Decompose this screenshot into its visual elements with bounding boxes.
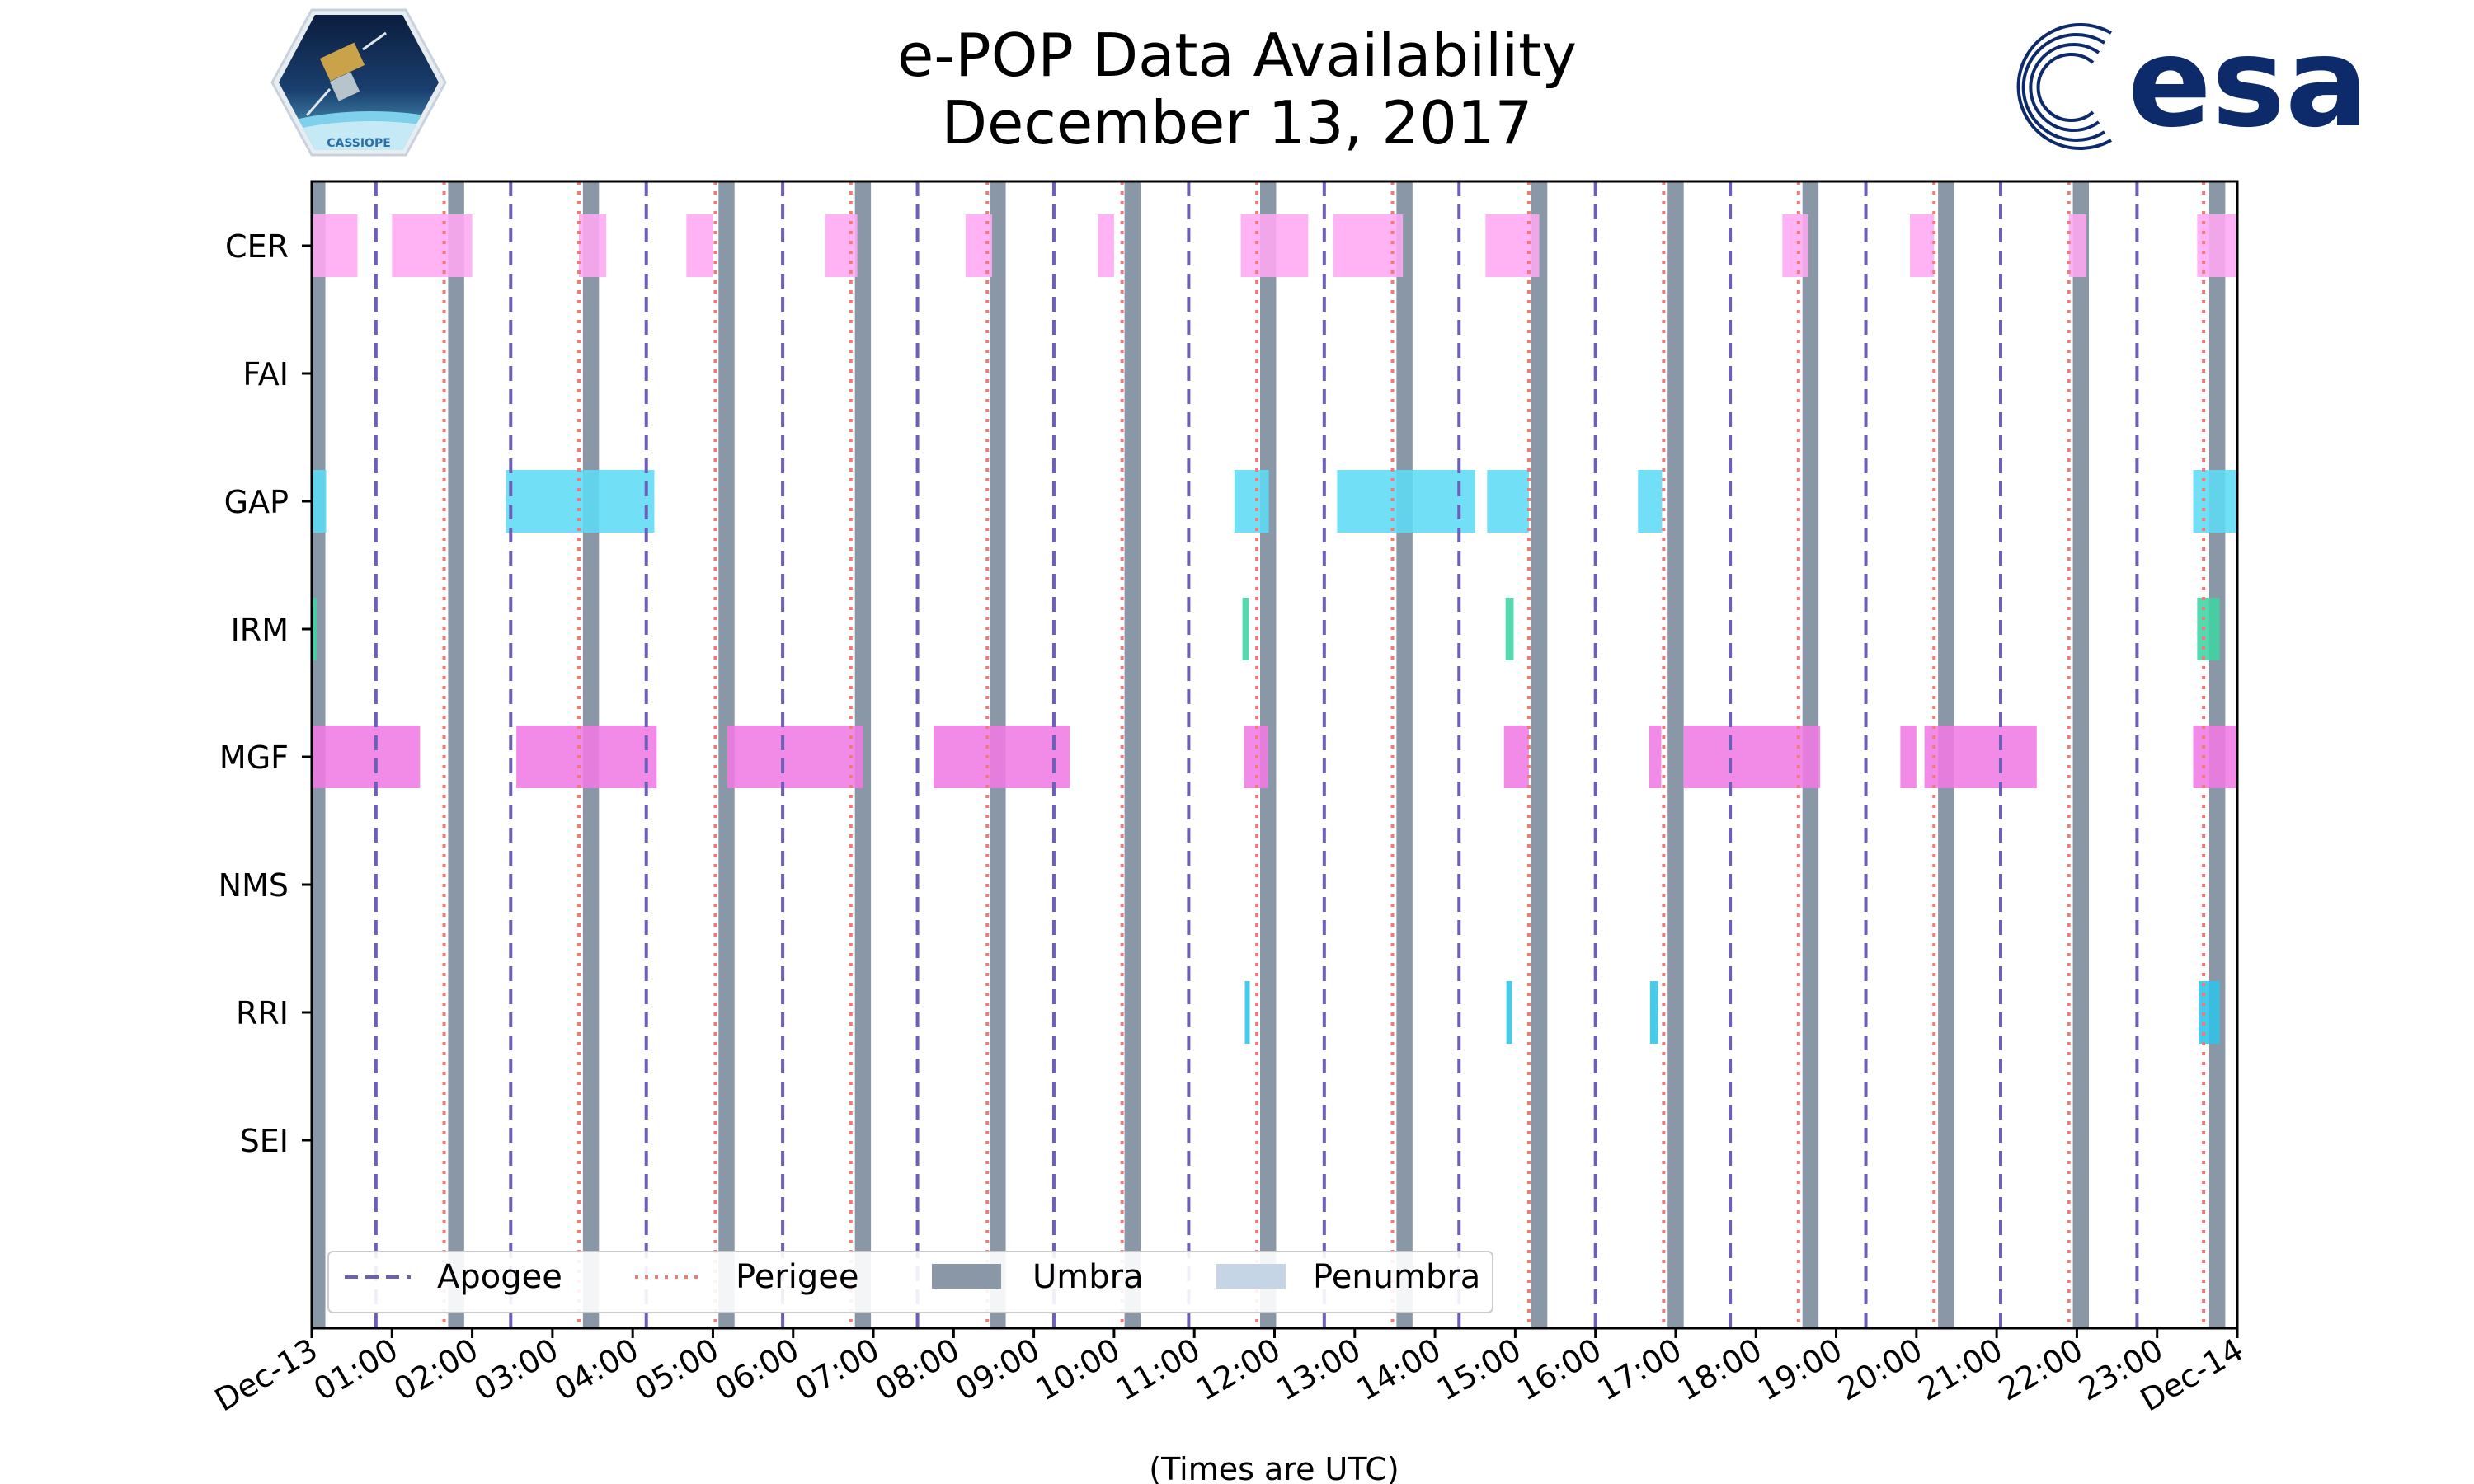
cer-bar-13 [2197,214,2237,277]
cer-bar-11 [1910,214,1935,277]
cer-bar-12 [2068,214,2087,277]
umbra-band-1 [448,181,464,1328]
chart-title: e-POP Data Availability [897,21,1577,90]
x-tick-label-5: 05:00 [628,1331,725,1408]
cer-bar-9 [1485,214,1540,277]
x-tick-label-20: 20:00 [1832,1331,1928,1408]
x-tick-label-18: 18:00 [1672,1331,1768,1408]
umbra-band-7 [1259,181,1277,1328]
y-tick-label-rri: RRI [236,995,289,1031]
rri-bar-0 [1244,981,1250,1044]
y-tick-label-cer: CER [225,228,289,265]
umbra-band-3 [718,181,735,1328]
irm-bar-0 [312,598,317,660]
x-tick-label-9: 09:00 [949,1331,1046,1408]
chart-subtitle: December 13, 2017 [942,88,1533,157]
umbra-band-6 [1124,181,1141,1328]
y-tick-label-fai: FAI [242,356,289,392]
y-tick-label-sei: SEI [240,1123,289,1159]
cer-bar-8 [1333,214,1404,277]
cer-bar-0 [312,214,358,277]
x-tick-label-2: 02:00 [388,1331,484,1408]
y-tick-label-nms: NMS [219,867,289,904]
irm-bar-3 [2197,598,2220,660]
x-tick-label-14: 14:00 [1351,1331,1447,1408]
mgf-bar-5 [1503,726,1529,788]
x-tick-label-6: 06:00 [708,1331,805,1408]
gap-bar-6 [2193,470,2237,533]
gap-bar-2 [1234,470,1269,533]
cer-bar-1 [392,214,473,277]
x-tick-label-13: 13:00 [1270,1331,1366,1408]
rri-bar-1 [1506,981,1512,1044]
gap-bar-4 [1487,470,1529,533]
irm-bar-1 [1242,598,1249,660]
x-tick-label-12: 12:00 [1190,1331,1286,1408]
x-tick-label-4: 04:00 [548,1331,645,1408]
x-tick-label-0: Dec-13 [209,1331,323,1419]
umbra-band-8 [1396,181,1413,1328]
cer-bar-4 [825,214,858,277]
legend-box [327,1251,1493,1313]
mgf-bar-1 [516,726,657,788]
cer-bar-7 [1240,214,1309,277]
x-axis: Dec-1301:0002:0003:0004:0005:0006:0007:0… [209,1328,2250,1419]
legend-penumbra-swatch [1216,1264,1286,1289]
x-tick-label-3: 03:00 [468,1331,565,1408]
x-tick-label-11: 11:00 [1110,1331,1206,1408]
mgf-bar-9 [1924,726,2037,788]
irm-bar-2 [1505,598,1514,660]
x-tick-label-19: 19:00 [1752,1331,1848,1408]
mgf-bar-8 [1900,726,1917,788]
y-tick-label-mgf: MGF [219,740,289,776]
x-axis-label: (Times are UTC) [1149,1451,1399,1484]
legend-umbra-swatch [932,1264,1001,1289]
cassiope-satellite-logo: CASSIOPE [270,8,447,157]
esa-logo-text: esa [2128,12,2368,155]
mgf-bar-2 [727,726,863,788]
cer-bar-5 [965,214,993,277]
legend-perigee-label: Perigee [736,1258,858,1296]
x-tick-label-15: 15:00 [1431,1331,1527,1408]
legend-umbra-label: Umbra [1032,1258,1144,1296]
mgf-bar-6 [1649,726,1662,788]
cer-bar-3 [686,214,713,277]
umbra-band-10 [1667,181,1684,1328]
rri-bar-2 [1649,981,1658,1044]
legend-apogee-label: Apogee [437,1258,562,1296]
x-tick-label-8: 08:00 [869,1331,966,1408]
esa-logo: esa [2016,12,2368,155]
cer-bar-6 [1098,214,1114,277]
x-tick-label-7: 07:00 [789,1331,886,1408]
availability-bars [312,214,2237,1044]
x-tick-label-21: 21:00 [1912,1331,2009,1408]
x-tick-label-17: 17:00 [1592,1331,1688,1408]
mgf-bar-3 [934,726,1070,788]
gap-bar-3 [1337,470,1475,533]
cer-bar-10 [1782,214,1808,277]
cassiope-logo-text: CASSIOPE [327,137,391,150]
gap-bar-5 [1638,470,1663,533]
x-tick-label-16: 16:00 [1511,1331,1607,1408]
y-tick-label-irm: IRM [231,612,289,648]
y-axis: CER FAI GAP IRM MGF NMS RRI SEI [219,228,312,1159]
mgf-bar-0 [312,726,421,788]
umbra-band-9 [1531,181,1548,1328]
apogee-lines [374,181,2139,1328]
mgf-bar-10 [2193,726,2237,788]
gap-bar-0 [312,470,327,533]
x-tick-label-1: 01:00 [308,1331,404,1408]
umbra-band-13 [2072,181,2090,1328]
cer-bar-2 [578,214,607,277]
rri-bar-3 [2199,981,2220,1044]
x-tick-label-22: 22:00 [1992,1331,2089,1408]
x-tick-label-10: 10:00 [1030,1331,1126,1408]
perigee-lines [442,181,2206,1328]
legend-penumbra-label: Penumbra [1313,1258,1480,1296]
y-tick-label-gap: GAP [224,484,289,520]
legend: Apogee Perigee Umbra Penumbra [327,1251,1493,1313]
